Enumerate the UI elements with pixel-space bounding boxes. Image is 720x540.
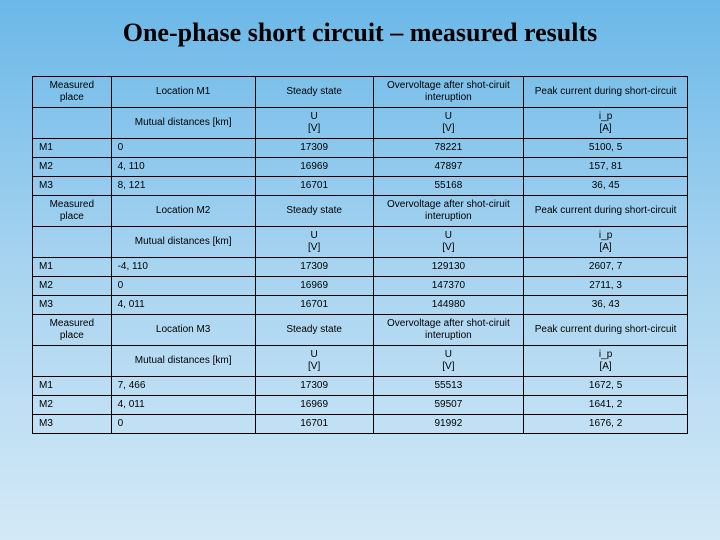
cell-place: M3 [33, 296, 112, 315]
subheader-empty [33, 346, 112, 377]
header-steady-state: Steady state [255, 77, 373, 108]
header-peak-current: Peak current during short-circuit [524, 196, 688, 227]
header-peak-current: Peak current during short-circuit [524, 77, 688, 108]
header-location: Location M3 [111, 315, 255, 346]
cell-place: M1 [33, 139, 112, 158]
section-subheader-row: Mutual distances [km]U[V]U[V]i_p[A] [33, 346, 688, 377]
header-location: Location M2 [111, 196, 255, 227]
cell-distance: 0 [111, 415, 255, 434]
cell-peak: 2607, 7 [524, 258, 688, 277]
subheader-u-steady: U[V] [255, 346, 373, 377]
cell-distance: 8, 121 [111, 177, 255, 196]
table-row: M24, 1101696947897157, 81 [33, 158, 688, 177]
cell-place: M1 [33, 377, 112, 396]
section-header-row: Measured placeLocation M1Steady stateOve… [33, 77, 688, 108]
section-subheader-row: Mutual distances [km]U[V]U[V]i_p[A] [33, 227, 688, 258]
cell-distance: 4, 011 [111, 396, 255, 415]
cell-overvoltage: 59507 [373, 396, 524, 415]
table-row: M20169691473702711, 3 [33, 277, 688, 296]
table-row: M1017309782215100, 5 [33, 139, 688, 158]
results-table: Measured placeLocation M1Steady stateOve… [32, 76, 688, 434]
cell-peak: 2711, 3 [524, 277, 688, 296]
cell-overvoltage: 144980 [373, 296, 524, 315]
header-steady-state: Steady state [255, 196, 373, 227]
section-header-row: Measured placeLocation M3Steady stateOve… [33, 315, 688, 346]
cell-place: M3 [33, 177, 112, 196]
table-row: M34, 0111670114498036, 43 [33, 296, 688, 315]
subheader-u-steady: U[V] [255, 227, 373, 258]
cell-overvoltage: 147370 [373, 277, 524, 296]
table-row: M24, 01116969595071641, 2 [33, 396, 688, 415]
header-steady-state: Steady state [255, 315, 373, 346]
cell-steady: 16701 [255, 177, 373, 196]
cell-distance: 4, 110 [111, 158, 255, 177]
cell-distance: 7, 466 [111, 377, 255, 396]
cell-peak: 5100, 5 [524, 139, 688, 158]
header-measured-place: Measured place [33, 77, 112, 108]
cell-place: M2 [33, 396, 112, 415]
subheader-mutual-distances: Mutual distances [km] [111, 346, 255, 377]
cell-overvoltage: 129130 [373, 258, 524, 277]
cell-overvoltage: 91992 [373, 415, 524, 434]
header-overvoltage: Overvoltage after shot-ciruit interuptio… [373, 196, 524, 227]
cell-peak: 157, 81 [524, 158, 688, 177]
cell-steady: 17309 [255, 258, 373, 277]
cell-distance: 4, 011 [111, 296, 255, 315]
table-row: M1-4, 110173091291302607, 7 [33, 258, 688, 277]
cell-steady: 16969 [255, 158, 373, 177]
cell-peak: 36, 45 [524, 177, 688, 196]
subheader-empty [33, 108, 112, 139]
cell-steady: 16969 [255, 277, 373, 296]
cell-distance: 0 [111, 277, 255, 296]
page-title: One-phase short circuit – measured resul… [32, 18, 688, 48]
cell-peak: 1672, 5 [524, 377, 688, 396]
cell-distance: -4, 110 [111, 258, 255, 277]
header-overvoltage: Overvoltage after shot-ciruit interuptio… [373, 315, 524, 346]
cell-overvoltage: 47897 [373, 158, 524, 177]
subheader-u-over: U[V] [373, 346, 524, 377]
subheader-mutual-distances: Mutual distances [km] [111, 227, 255, 258]
cell-steady: 16701 [255, 415, 373, 434]
cell-steady: 17309 [255, 139, 373, 158]
cell-steady: 17309 [255, 377, 373, 396]
header-measured-place: Measured place [33, 196, 112, 227]
cell-steady: 16969 [255, 396, 373, 415]
subheader-ip: i_p[A] [524, 108, 688, 139]
subheader-ip: i_p[A] [524, 346, 688, 377]
subheader-mutual-distances: Mutual distances [km] [111, 108, 255, 139]
cell-place: M1 [33, 258, 112, 277]
cell-steady: 16701 [255, 296, 373, 315]
cell-overvoltage: 55168 [373, 177, 524, 196]
cell-place: M2 [33, 158, 112, 177]
cell-peak: 1676, 2 [524, 415, 688, 434]
section-header-row: Measured placeLocation M2Steady stateOve… [33, 196, 688, 227]
header-location: Location M1 [111, 77, 255, 108]
table-row: M17, 46617309555131672, 5 [33, 377, 688, 396]
section-subheader-row: Mutual distances [km]U[V]U[V]i_p[A] [33, 108, 688, 139]
subheader-u-steady: U[V] [255, 108, 373, 139]
table-row: M38, 121167015516836, 45 [33, 177, 688, 196]
subheader-ip: i_p[A] [524, 227, 688, 258]
subheader-u-over: U[V] [373, 108, 524, 139]
header-overvoltage: Overvoltage after shot-ciruit interuptio… [373, 77, 524, 108]
cell-place: M3 [33, 415, 112, 434]
subheader-u-over: U[V] [373, 227, 524, 258]
cell-place: M2 [33, 277, 112, 296]
cell-peak: 36, 43 [524, 296, 688, 315]
cell-distance: 0 [111, 139, 255, 158]
table-row: M3016701919921676, 2 [33, 415, 688, 434]
header-peak-current: Peak current during short-circuit [524, 315, 688, 346]
cell-overvoltage: 55513 [373, 377, 524, 396]
cell-overvoltage: 78221 [373, 139, 524, 158]
subheader-empty [33, 227, 112, 258]
cell-peak: 1641, 2 [524, 396, 688, 415]
header-measured-place: Measured place [33, 315, 112, 346]
